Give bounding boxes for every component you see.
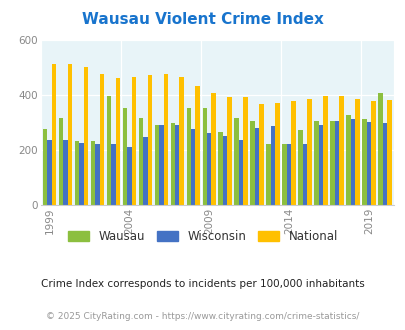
Bar — [179, 77, 183, 205]
Bar — [366, 122, 370, 205]
Bar — [115, 78, 120, 205]
Bar — [313, 121, 318, 205]
Bar — [143, 137, 147, 205]
Bar — [270, 126, 275, 205]
Bar — [322, 96, 327, 205]
Bar — [95, 144, 99, 205]
Bar — [51, 64, 56, 205]
Bar — [218, 132, 222, 205]
Bar — [330, 121, 334, 205]
Bar — [79, 143, 83, 205]
Bar — [202, 108, 207, 205]
Bar — [266, 144, 270, 205]
Bar — [243, 97, 247, 205]
Bar — [234, 118, 239, 205]
Bar — [90, 141, 95, 205]
Bar — [298, 130, 302, 205]
Bar — [175, 125, 179, 205]
Bar — [254, 128, 259, 205]
Bar — [75, 141, 79, 205]
Bar — [68, 64, 72, 205]
Bar — [47, 140, 51, 205]
Bar — [318, 125, 322, 205]
Bar — [147, 75, 151, 205]
Bar — [386, 100, 391, 205]
Bar — [291, 102, 295, 205]
Bar — [211, 93, 215, 205]
Bar — [83, 67, 88, 205]
Bar — [345, 115, 350, 205]
Bar — [275, 103, 279, 205]
Bar — [43, 129, 47, 205]
Bar — [361, 119, 366, 205]
Bar — [222, 136, 227, 205]
Bar — [99, 74, 104, 205]
Text: © 2025 CityRating.com - https://www.cityrating.com/crime-statistics/: © 2025 CityRating.com - https://www.city… — [46, 312, 359, 321]
Bar — [250, 121, 254, 205]
Bar — [370, 102, 375, 205]
Bar — [377, 93, 382, 205]
Bar — [154, 125, 159, 205]
Bar — [307, 99, 311, 205]
Bar — [190, 129, 195, 205]
Bar — [107, 96, 111, 205]
Bar — [131, 77, 136, 205]
Bar — [207, 133, 211, 205]
Bar — [63, 140, 68, 205]
Bar — [111, 144, 115, 205]
Bar — [350, 119, 354, 205]
Bar — [302, 144, 307, 205]
Bar — [170, 123, 175, 205]
Bar — [286, 144, 291, 205]
Legend: Wausau, Wisconsin, National: Wausau, Wisconsin, National — [68, 230, 337, 243]
Bar — [227, 97, 231, 205]
Bar — [354, 99, 359, 205]
Bar — [334, 121, 339, 205]
Bar — [163, 74, 168, 205]
Bar — [122, 108, 127, 205]
Bar — [58, 118, 63, 205]
Bar — [186, 108, 190, 205]
Bar — [127, 147, 131, 205]
Bar — [259, 104, 263, 205]
Bar — [239, 140, 243, 205]
Bar — [339, 96, 343, 205]
Text: Wausau Violent Crime Index: Wausau Violent Crime Index — [82, 12, 323, 26]
Bar — [282, 144, 286, 205]
Bar — [159, 125, 163, 205]
Text: Crime Index corresponds to incidents per 100,000 inhabitants: Crime Index corresponds to incidents per… — [41, 279, 364, 289]
Bar — [195, 86, 199, 205]
Bar — [382, 123, 386, 205]
Bar — [138, 118, 143, 205]
